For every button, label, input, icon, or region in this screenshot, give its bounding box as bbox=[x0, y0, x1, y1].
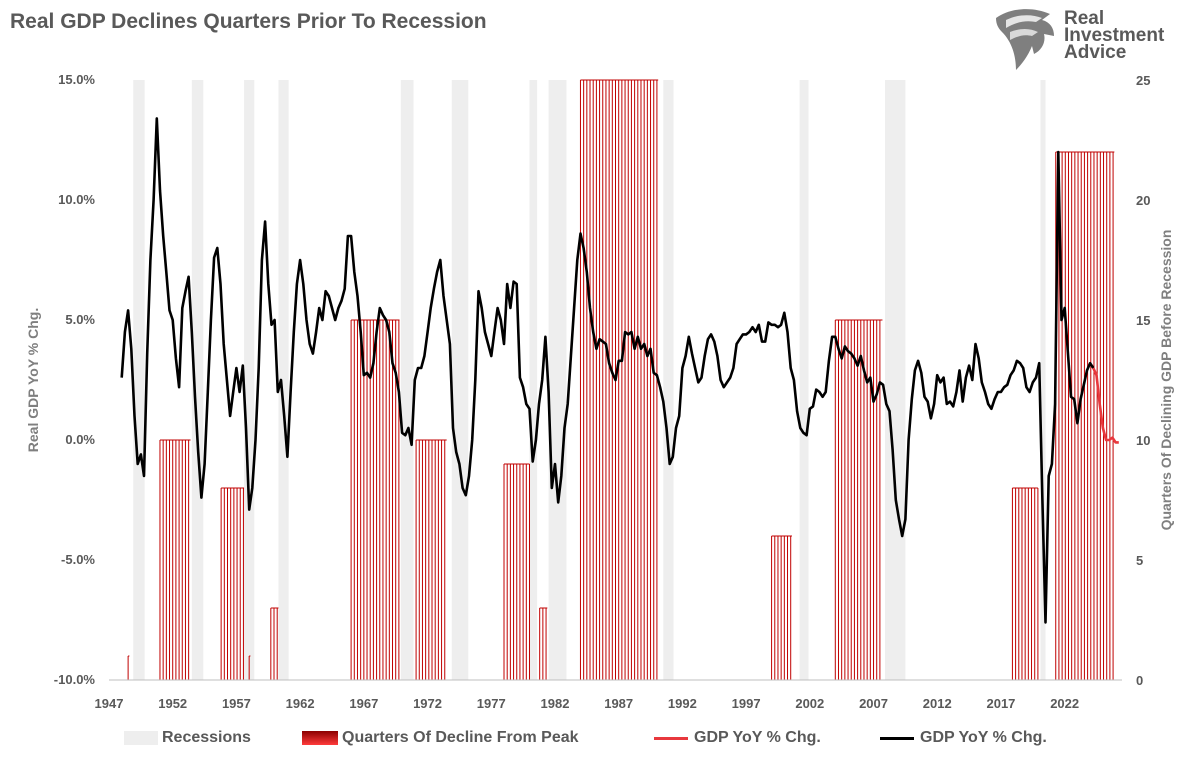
left-axis-title: Real GDP YoY % Chg. bbox=[25, 308, 41, 452]
left-tick-label: 10.0% bbox=[58, 192, 95, 207]
left-axis-ticks: 15.0% 10.0% 5.0% 0.0% -5.0% -10.0% bbox=[54, 72, 96, 687]
decline-block bbox=[503, 463, 530, 680]
decline-block bbox=[415, 439, 447, 680]
right-tick-label: 25 bbox=[1136, 73, 1150, 88]
right-axis-ticks: 25 20 15 10 5 0 bbox=[1136, 73, 1150, 688]
right-axis-title: Quarters Of Declining GDP Before Recessi… bbox=[1158, 230, 1174, 531]
red-line-swatch bbox=[654, 736, 688, 740]
legend-recessions-label: Recessions bbox=[162, 729, 251, 746]
recession-band bbox=[1040, 80, 1046, 680]
legend-bars-label: Quarters Of Decline From Peak bbox=[342, 729, 579, 746]
decline-block bbox=[270, 607, 279, 680]
left-tick-label: -10.0% bbox=[54, 672, 96, 687]
x-tick-label: 2022 bbox=[1050, 696, 1079, 711]
x-tick-label: 2007 bbox=[859, 696, 888, 711]
recession-band bbox=[400, 80, 414, 680]
x-tick-label: 2012 bbox=[923, 696, 952, 711]
x-tick-label: 1972 bbox=[413, 696, 442, 711]
left-tick-label: 0.0% bbox=[65, 432, 95, 447]
legend-black-line: GDP YoY % Chg. bbox=[880, 729, 1047, 747]
right-tick-label: 10 bbox=[1136, 433, 1150, 448]
recession-band bbox=[884, 80, 906, 680]
recession-band bbox=[133, 80, 145, 680]
recession-band bbox=[799, 80, 809, 680]
logo-line-2: Investment bbox=[1064, 25, 1165, 46]
recession-shading bbox=[133, 80, 1046, 680]
gdp-lines bbox=[120, 117, 1119, 624]
recession-band bbox=[191, 80, 204, 680]
decline-block bbox=[127, 655, 130, 680]
decline-block bbox=[1011, 487, 1039, 680]
x-tick-label: 1982 bbox=[541, 696, 570, 711]
recession-swatch bbox=[124, 731, 158, 745]
recession-band bbox=[451, 80, 469, 680]
x-tick-label: 2017 bbox=[986, 696, 1015, 711]
company-logo: Real Investment Advice bbox=[992, 6, 1182, 72]
black-line-swatch bbox=[880, 736, 914, 740]
recession-band bbox=[278, 80, 289, 680]
chart-title: Real GDP Declines Quarters Prior To Rece… bbox=[10, 10, 487, 33]
gdp-red-line bbox=[1092, 367, 1119, 444]
logo-line-1: Real bbox=[1064, 8, 1105, 29]
x-tick-label: 1987 bbox=[604, 696, 633, 711]
legend-bars: Quarters Of Decline From Peak bbox=[302, 729, 579, 747]
eagle-icon bbox=[996, 9, 1054, 71]
decline-block bbox=[350, 319, 400, 680]
left-tick-label: -5.0% bbox=[61, 552, 95, 567]
right-tick-label: 15 bbox=[1136, 313, 1150, 328]
left-tick-label: 15.0% bbox=[58, 72, 95, 87]
x-tick-label: 1967 bbox=[349, 696, 378, 711]
legend-red-line: GDP YoY % Chg. bbox=[654, 729, 821, 747]
x-tick-label: 1992 bbox=[668, 696, 697, 711]
decline-block bbox=[1055, 151, 1115, 680]
decline-block bbox=[579, 79, 659, 680]
x-tick-label: 2002 bbox=[795, 696, 824, 711]
decline-block bbox=[159, 439, 191, 680]
recession-band bbox=[244, 80, 255, 680]
gdp-black-line bbox=[120, 117, 1095, 624]
legend-red-label: GDP YoY % Chg. bbox=[694, 729, 821, 746]
chart-legend: Recessions Quarters Of Decline From Peak… bbox=[0, 729, 1188, 753]
decline-block bbox=[539, 607, 548, 680]
x-tick-label: 1947 bbox=[95, 696, 124, 711]
decline-block bbox=[834, 319, 883, 680]
x-tick-label: 1977 bbox=[477, 696, 506, 711]
right-tick-label: 20 bbox=[1136, 193, 1150, 208]
logo-line-3: Advice bbox=[1064, 42, 1127, 63]
bar-swatch bbox=[302, 731, 338, 745]
recession-band bbox=[529, 80, 538, 680]
right-tick-label: 5 bbox=[1136, 553, 1143, 568]
right-tick-label: 0 bbox=[1136, 673, 1143, 688]
decline-block bbox=[771, 535, 792, 680]
recession-band bbox=[548, 80, 567, 680]
x-tick-label: 1962 bbox=[286, 696, 315, 711]
x-axis-ticks: 1947 1952 1957 1962 1967 1972 1977 1982 1987 1992… bbox=[95, 696, 1080, 711]
x-tick-label: 1997 bbox=[732, 696, 761, 711]
x-tick-label: 1952 bbox=[158, 696, 187, 711]
legend-black-label: GDP YoY % Chg. bbox=[920, 729, 1047, 746]
x-tick-label: 1957 bbox=[222, 696, 251, 711]
decline-block bbox=[220, 487, 245, 680]
left-tick-label: 5.0% bbox=[65, 312, 95, 327]
decline-block bbox=[248, 655, 251, 680]
legend-recessions: Recessions bbox=[124, 729, 251, 747]
recession-band bbox=[663, 80, 674, 680]
